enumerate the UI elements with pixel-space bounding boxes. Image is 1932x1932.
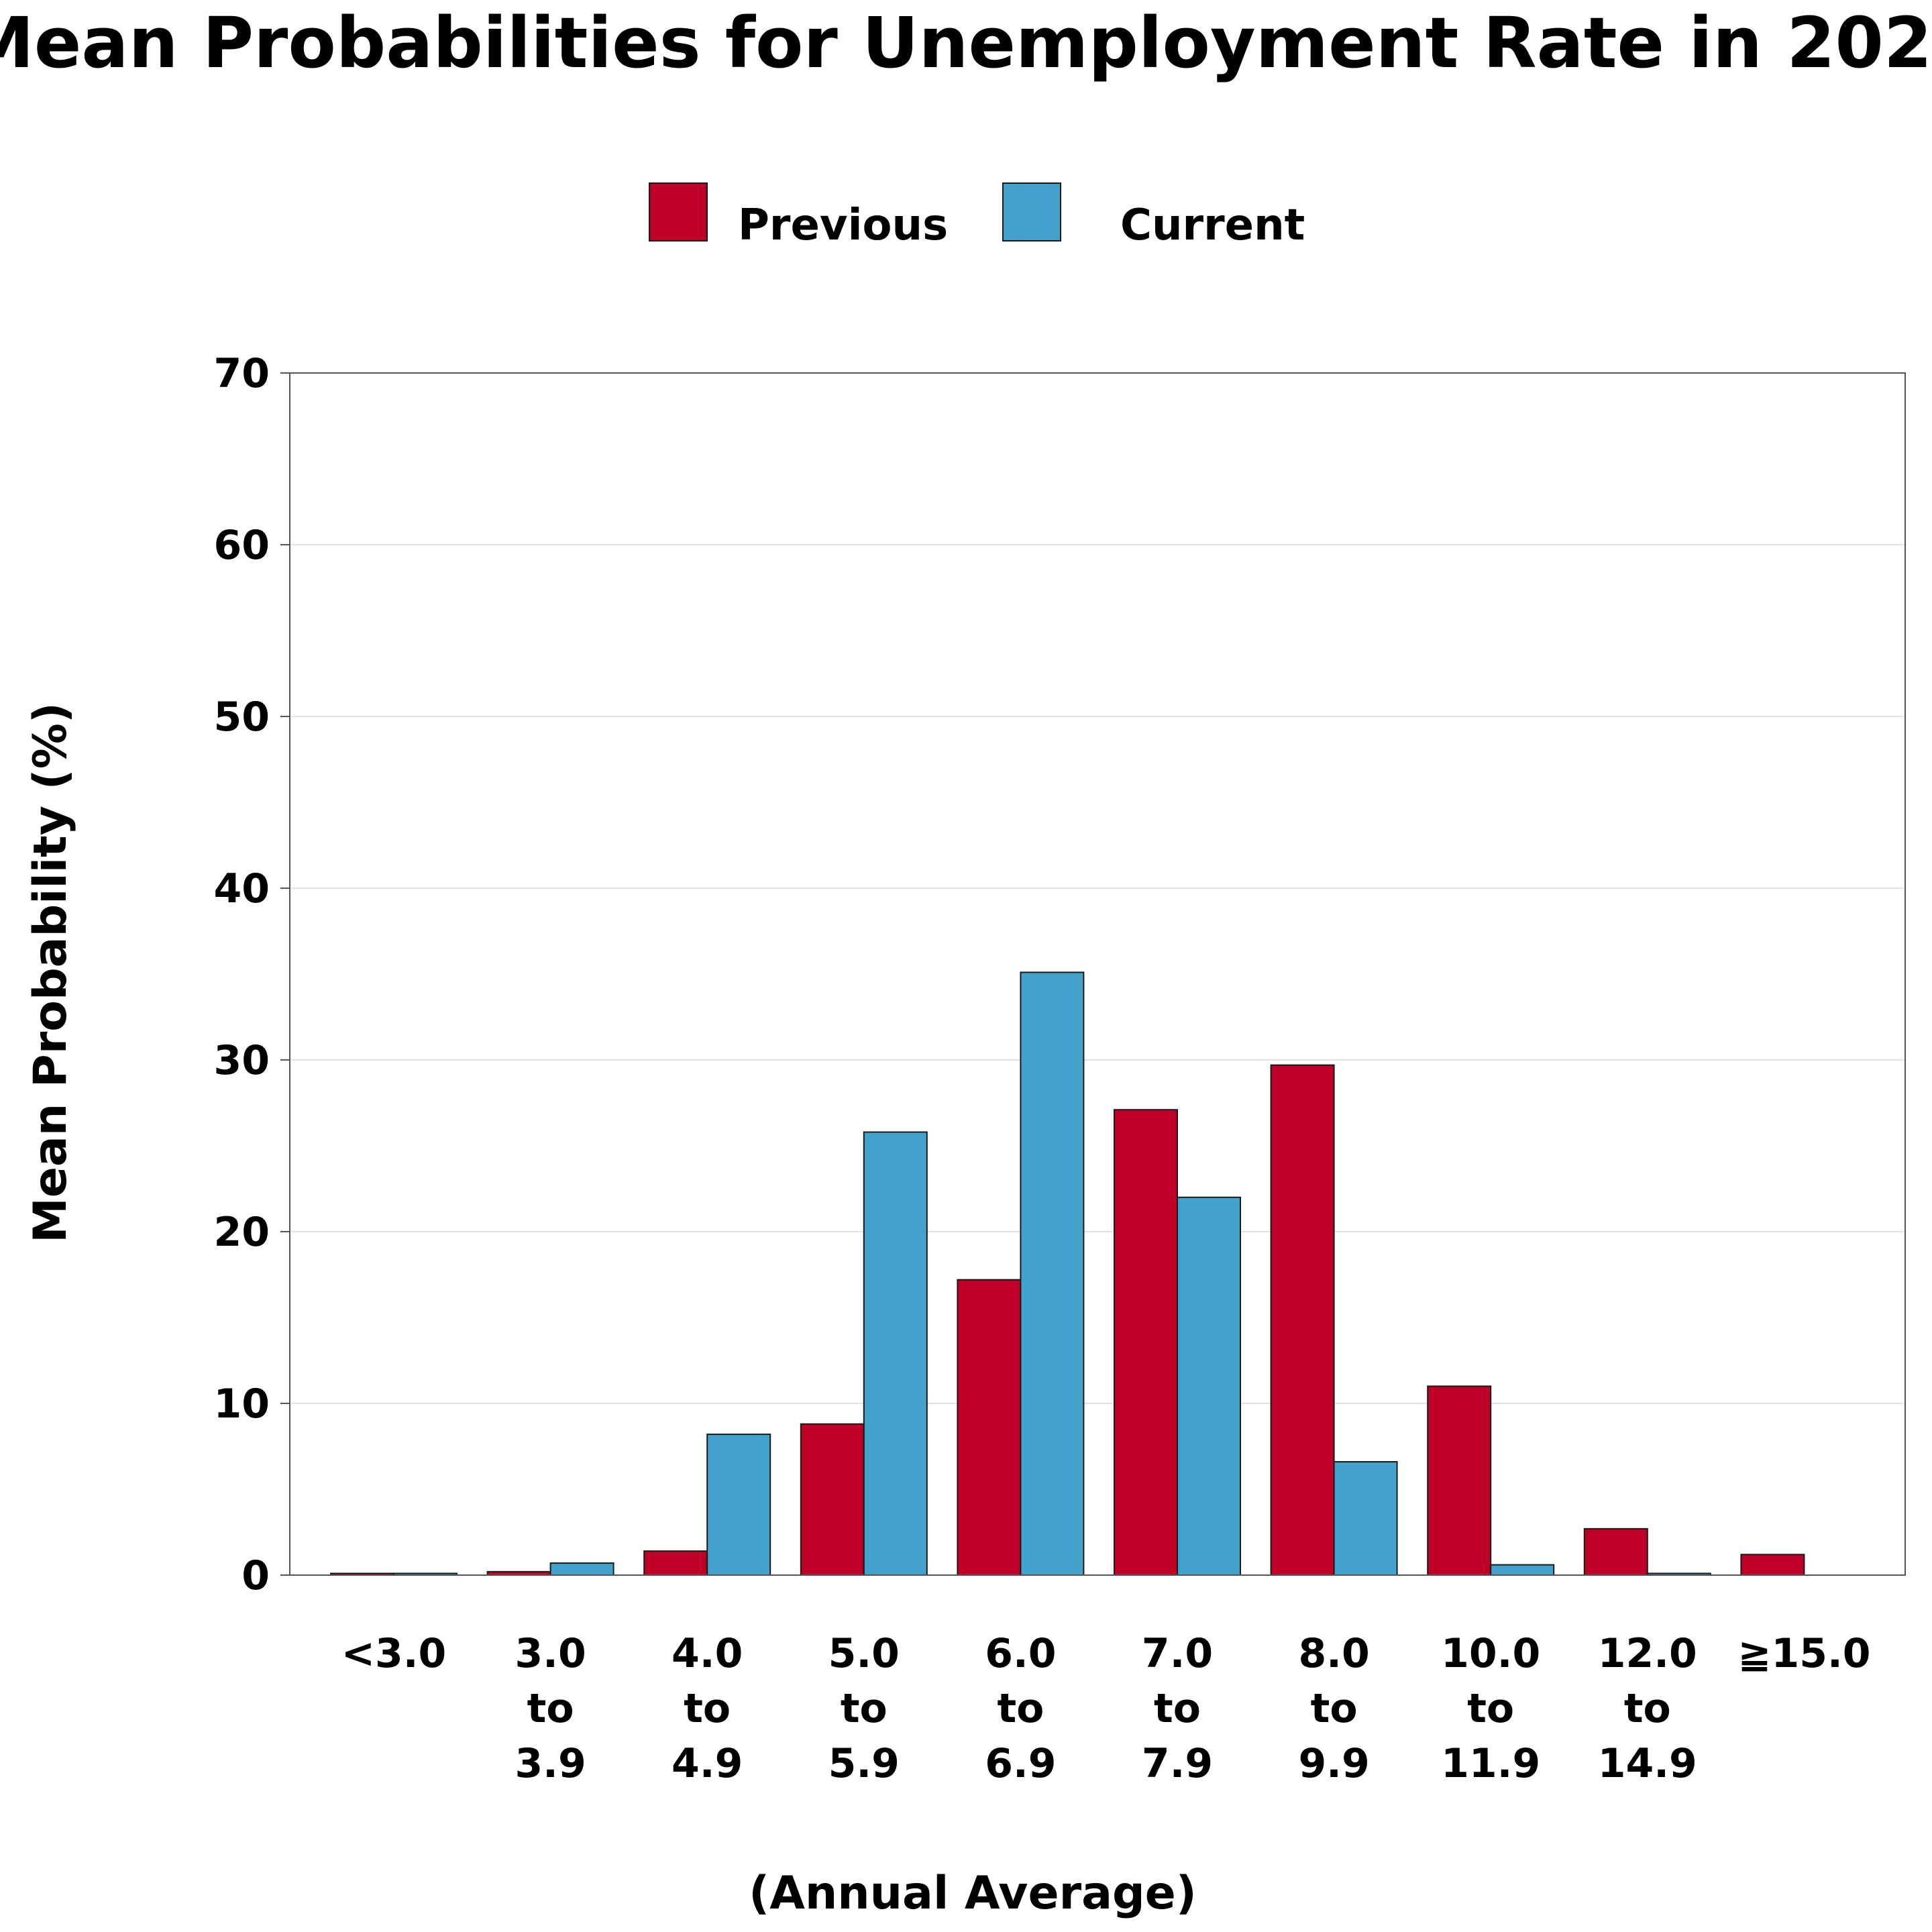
x-tick-label: 11.9 bbox=[1441, 1740, 1540, 1787]
x-tick-label: 3.9 bbox=[515, 1740, 586, 1787]
x-tick-label: 5.9 bbox=[828, 1740, 900, 1787]
x-tick-label: to bbox=[1624, 1685, 1671, 1732]
y-tick-label: 60 bbox=[214, 522, 270, 569]
x-tick-label: to bbox=[1154, 1685, 1201, 1732]
x-tick-label: 8.0 bbox=[1298, 1630, 1369, 1677]
x-tick-label: 5.0 bbox=[828, 1630, 900, 1677]
legend-swatch-current bbox=[1002, 182, 1061, 241]
x-tick-label: 6.0 bbox=[985, 1630, 1056, 1677]
bar-previous bbox=[643, 1550, 708, 1576]
y-tick-label: 50 bbox=[214, 694, 270, 741]
y-tick-label: 70 bbox=[214, 350, 270, 397]
y-axis-ticks: 0 10 20 30 40 50 60 70 bbox=[214, 350, 290, 1599]
y-tick-label: 30 bbox=[214, 1037, 270, 1084]
x-tick-label: 10.0 bbox=[1441, 1630, 1540, 1677]
x-tick-label: 7.0 bbox=[1142, 1630, 1213, 1677]
bar-previous bbox=[957, 1279, 1022, 1576]
bar-current bbox=[549, 1562, 614, 1576]
bar-current bbox=[863, 1131, 928, 1576]
x-tick-label: 4.9 bbox=[672, 1740, 743, 1787]
y-tick-label: 40 bbox=[214, 865, 270, 912]
y-axis-label: Mean Probability (%) bbox=[24, 702, 77, 1243]
legend: Previous Current bbox=[649, 182, 1305, 250]
x-tick-label: ≧15.0 bbox=[1737, 1630, 1870, 1677]
bar-previous bbox=[1427, 1385, 1492, 1576]
bars bbox=[330, 971, 1805, 1576]
y-tick-label: 0 bbox=[241, 1552, 270, 1599]
x-tick-label: to bbox=[684, 1685, 731, 1732]
x-tick-label: <3.0 bbox=[341, 1630, 447, 1677]
x-tick-label: to bbox=[841, 1685, 888, 1732]
x-tick-label: to bbox=[1467, 1685, 1514, 1732]
bar-current bbox=[1333, 1461, 1398, 1576]
x-tick-label: 7.9 bbox=[1142, 1740, 1213, 1787]
x-tick-label: 9.9 bbox=[1298, 1740, 1369, 1787]
plot-frame bbox=[289, 372, 1906, 1576]
bar-previous bbox=[1583, 1527, 1648, 1576]
x-tick-label: 14.9 bbox=[1598, 1740, 1697, 1787]
bar-current bbox=[706, 1434, 771, 1576]
bar-current bbox=[1490, 1564, 1555, 1576]
x-tick-label: 3.0 bbox=[515, 1630, 586, 1677]
bar-previous bbox=[1270, 1064, 1335, 1576]
x-tick-label: to bbox=[1311, 1685, 1358, 1732]
bar-current bbox=[1177, 1196, 1241, 1576]
legend-swatch-previous bbox=[649, 182, 708, 241]
x-tick-label: to bbox=[527, 1685, 574, 1732]
x-axis-ticks: <3.0 3.0 to 3.9 4.0 to 4.9 5.0 to 5.9 6.0 to 6.9 7.0 t… bbox=[341, 1630, 1871, 1787]
bar-current bbox=[1020, 971, 1085, 1576]
chart-title: Mean Probabilities for Unemployment Rate… bbox=[0, 2, 1932, 84]
x-tick-label: 12.0 bbox=[1598, 1630, 1697, 1677]
bar-previous bbox=[1114, 1109, 1178, 1576]
y-tick-label: 20 bbox=[214, 1209, 270, 1256]
x-tick-label: 4.0 bbox=[672, 1630, 743, 1677]
bar-previous bbox=[1740, 1554, 1805, 1576]
y-tick-label: 10 bbox=[214, 1381, 270, 1428]
legend-label-current: Current bbox=[1120, 201, 1305, 250]
x-tick-label: 6.9 bbox=[985, 1740, 1056, 1787]
x-tick-label: to bbox=[997, 1685, 1044, 1732]
bar-previous bbox=[800, 1423, 865, 1576]
grid-lines bbox=[290, 372, 1905, 1576]
legend-label-previous: Previous bbox=[738, 201, 948, 250]
x-axis-label: (Annual Average) bbox=[749, 1867, 1197, 1920]
